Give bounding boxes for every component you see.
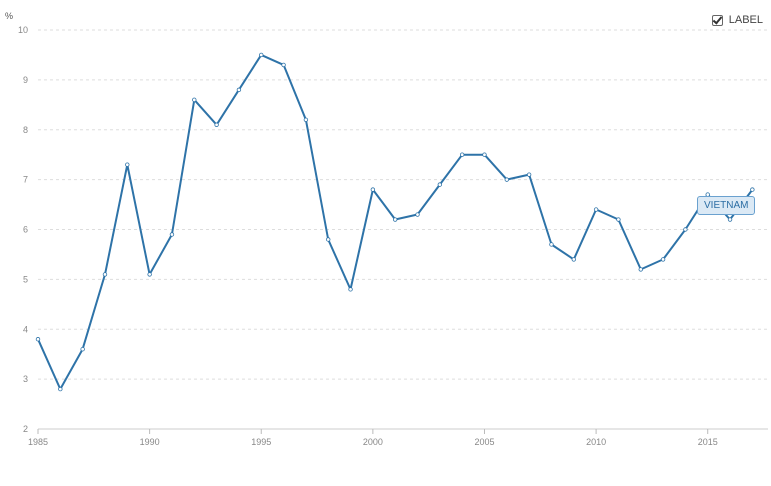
y-tick-label: 10	[18, 25, 28, 35]
x-tick-label: 2000	[363, 437, 383, 447]
data-point[interactable]	[660, 257, 666, 262]
x-tick-label: 2015	[698, 437, 718, 447]
legend-checkbox-icon[interactable]	[711, 14, 723, 26]
data-point[interactable]	[616, 217, 621, 222]
data-point[interactable]	[482, 152, 487, 157]
y-tick-label: 7	[23, 175, 28, 185]
legend-toggle[interactable]: LABEL	[711, 14, 763, 26]
x-tick-label: 1995	[251, 437, 271, 447]
x-tick-label: 2005	[474, 437, 494, 447]
x-tick-label: 1990	[140, 437, 160, 447]
data-point[interactable]	[638, 267, 643, 272]
series	[35, 52, 755, 392]
data-point[interactable]	[727, 217, 733, 222]
x-tick-label: 1985	[28, 437, 48, 447]
y-tick-label: 8	[23, 125, 28, 135]
data-point[interactable]	[348, 287, 353, 292]
data-point[interactable]	[259, 52, 264, 58]
axes: 2 3 4 5 6 7 8 9 10 1985 1990 1995 2000 2005 2010 2015	[18, 25, 768, 447]
data-point[interactable]	[526, 172, 532, 177]
series-line	[37, 53, 754, 391]
data-point[interactable]	[102, 272, 108, 277]
data-point[interactable]	[504, 177, 510, 182]
data-point[interactable]	[58, 386, 63, 392]
y-tick-label: 9	[23, 75, 28, 85]
y-tick-label: 6	[23, 225, 28, 235]
legend-label: LABEL	[728, 14, 763, 26]
y-tick-label: 2	[23, 424, 28, 434]
data-point[interactable]	[214, 122, 219, 127]
data-point[interactable]	[281, 62, 286, 68]
data-point[interactable]	[147, 272, 152, 277]
data-point[interactable]	[593, 207, 599, 212]
data-point[interactable]	[437, 182, 443, 187]
data-point[interactable]	[415, 212, 420, 217]
y-tick-label: 5	[23, 274, 28, 284]
data-point[interactable]	[571, 257, 576, 262]
data-point[interactable]	[392, 217, 398, 222]
data-point[interactable]	[326, 237, 331, 242]
data-point[interactable]	[303, 117, 309, 122]
data-point[interactable]	[750, 187, 755, 192]
y-tick-label: 4	[23, 324, 28, 334]
y-axis-unit: %	[5, 11, 13, 21]
data-point[interactable]	[169, 232, 175, 237]
data-point[interactable]	[683, 227, 688, 232]
data-point[interactable]	[236, 87, 242, 93]
data-point[interactable]	[192, 97, 197, 103]
series-label-vietnam: VIETNAM	[697, 196, 756, 215]
data-point[interactable]	[80, 347, 85, 352]
data-point[interactable]	[549, 242, 554, 247]
data-point[interactable]	[35, 337, 41, 342]
data-point[interactable]	[370, 187, 376, 192]
x-tick-label: 2010	[586, 437, 606, 447]
data-point[interactable]	[459, 152, 465, 157]
data-point[interactable]	[125, 162, 130, 167]
grid	[38, 29, 768, 430]
y-tick-label: 3	[23, 374, 28, 384]
